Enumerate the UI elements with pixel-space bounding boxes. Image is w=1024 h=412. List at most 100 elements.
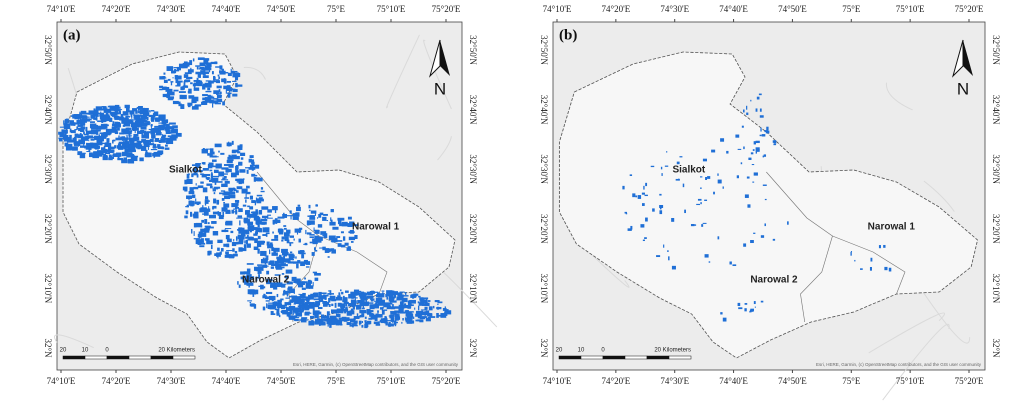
- flood-patch: [375, 323, 381, 326]
- flood-patch: [268, 261, 273, 265]
- flood-patch: [132, 124, 138, 127]
- flood-patch: [232, 156, 234, 161]
- flood-patch: [273, 247, 280, 252]
- flood-patch: [209, 226, 214, 229]
- flood-patch: [428, 313, 431, 316]
- flood-patch: [391, 291, 399, 295]
- flood-patch: [746, 112, 749, 116]
- flood-patch: [275, 263, 282, 269]
- scale-label: 20: [556, 348, 563, 354]
- top-tick-label: 75°10'E: [377, 4, 406, 14]
- flood-patch: [284, 227, 287, 230]
- flood-patch: [339, 223, 342, 227]
- flood-patch: [296, 296, 301, 301]
- flood-patch: [205, 90, 212, 93]
- flood-patch: [193, 172, 198, 176]
- flood-patch: [230, 172, 237, 178]
- flood-patch: [411, 294, 416, 298]
- flood-patch: [363, 296, 370, 299]
- flood-patch: [318, 295, 323, 300]
- flood-patch: [243, 279, 249, 284]
- flood-patch: [93, 137, 101, 140]
- flood-patch: [249, 230, 252, 233]
- flood-patch: [278, 231, 284, 235]
- flood-patch: [251, 200, 256, 204]
- flood-patch: [210, 100, 212, 103]
- flood-patch: [305, 266, 310, 268]
- flood-patch: [421, 316, 427, 319]
- flood-patch: [344, 290, 349, 293]
- flood-patch: [193, 231, 195, 236]
- flood-patch: [137, 111, 142, 114]
- flood-patch: [309, 222, 312, 225]
- flood-patch: [255, 177, 260, 182]
- flood-patch: [324, 248, 330, 253]
- flood-patch: [122, 124, 126, 127]
- flood-patch: [202, 85, 206, 90]
- flood-patch: [684, 209, 686, 214]
- flood-patch: [323, 213, 328, 216]
- flood-patch: [174, 69, 177, 74]
- flood-patch: [323, 304, 328, 307]
- flood-patch: [164, 147, 170, 150]
- flood-patch: [284, 281, 286, 283]
- flood-patch: [181, 66, 188, 69]
- flood-patch: [80, 113, 83, 118]
- flood-patch: [637, 195, 642, 199]
- flood-patch: [161, 120, 167, 125]
- flood-patch: [244, 219, 250, 224]
- flood-patch: [239, 144, 243, 148]
- flood-patch: [260, 187, 264, 190]
- flood-patch: [314, 235, 319, 241]
- flood-patch: [385, 321, 388, 326]
- flood-patch: [192, 195, 196, 198]
- flood-patch: [276, 282, 283, 288]
- flood-patch: [312, 292, 317, 298]
- flood-patch: [247, 276, 255, 280]
- flood-patch: [152, 143, 157, 149]
- flood-patch: [744, 194, 749, 198]
- flood-patch: [211, 221, 217, 224]
- flood-patch: [354, 235, 358, 239]
- flood-patch: [92, 136, 98, 139]
- bottom-tick-label: 74°30'E: [157, 376, 186, 386]
- flood-patch: [209, 95, 213, 97]
- flood-patch: [413, 316, 415, 319]
- flood-patch: [116, 109, 123, 111]
- north-label: N: [957, 79, 969, 98]
- flood-patch: [83, 131, 85, 135]
- flood-patch: [192, 204, 194, 207]
- flood-patch: [211, 172, 213, 174]
- flood-patch: [697, 198, 702, 201]
- flood-patch: [331, 249, 336, 254]
- flood-patch: [322, 234, 326, 237]
- flood-patch: [274, 208, 277, 214]
- flood-patch: [326, 315, 330, 319]
- flood-patch: [288, 300, 294, 302]
- flood-patch: [257, 235, 261, 240]
- flood-patch: [743, 146, 745, 150]
- flood-patch: [234, 76, 239, 81]
- flood-patch: [131, 156, 138, 159]
- flood-patch: [221, 78, 227, 83]
- flood-patch: [348, 236, 356, 241]
- flood-patch: [270, 310, 274, 316]
- flood-patch: [361, 324, 364, 328]
- flood-patch: [398, 311, 406, 314]
- flood-patch: [377, 292, 380, 297]
- flood-patch: [340, 231, 344, 234]
- flood-patch: [345, 302, 348, 307]
- flood-patch: [189, 60, 193, 66]
- flood-patch: [58, 131, 65, 135]
- flood-patch: [240, 248, 247, 252]
- flood-patch: [252, 227, 258, 231]
- flood-patch: [225, 89, 227, 94]
- flood-patch: [275, 303, 282, 307]
- flood-patch: [317, 217, 319, 219]
- flood-patch: [744, 303, 748, 305]
- flood-patch: [656, 255, 661, 258]
- flood-patch: [276, 309, 280, 314]
- flood-patch: [157, 150, 164, 155]
- flood-patch: [246, 282, 254, 286]
- flood-patch: [247, 300, 253, 302]
